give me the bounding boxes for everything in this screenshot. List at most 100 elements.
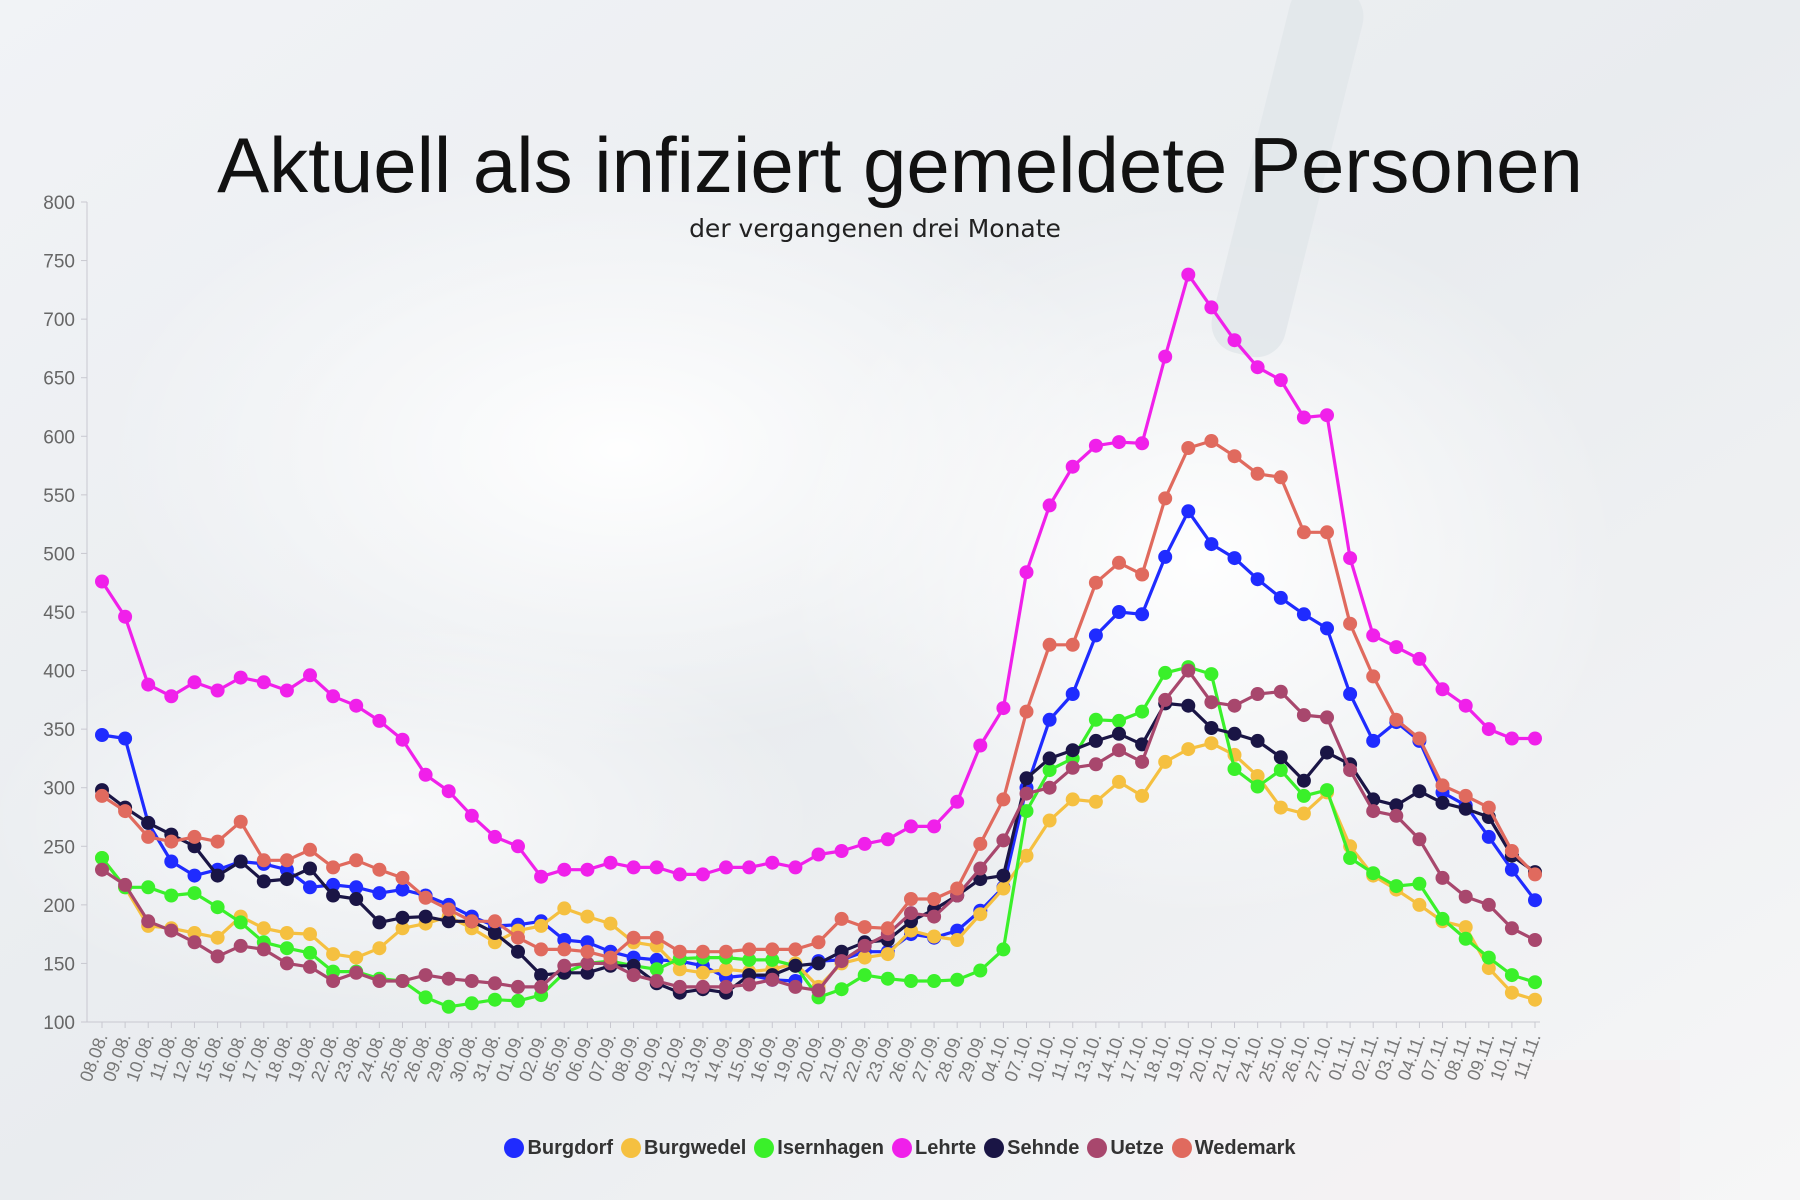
legend-item-uetze[interactable]: Uetze	[1087, 1137, 1164, 1160]
y-tick-label: 250	[43, 837, 75, 858]
data-point	[1088, 575, 1103, 590]
data-point	[927, 929, 942, 944]
data-point	[1458, 698, 1473, 713]
data-point	[950, 972, 965, 987]
data-point	[950, 794, 965, 809]
data-point	[372, 713, 387, 728]
data-point	[904, 974, 918, 988]
data-point	[788, 958, 803, 973]
data-point	[372, 886, 387, 901]
data-point	[1227, 698, 1242, 713]
data-point	[742, 977, 757, 992]
data-point	[210, 834, 225, 849]
data-point	[1181, 267, 1196, 282]
data-point	[1366, 669, 1381, 684]
data-point	[487, 992, 502, 1007]
data-point	[904, 819, 918, 834]
data-point	[1343, 551, 1358, 566]
legend-item-lehrte[interactable]: Lehrte	[891, 1137, 976, 1160]
data-point	[1181, 663, 1196, 678]
data-point	[719, 944, 733, 959]
data-point	[742, 942, 757, 957]
data-point	[1088, 628, 1103, 643]
data-point	[1204, 300, 1219, 315]
legend-item-isernhagen[interactable]: Isernhagen	[754, 1137, 884, 1160]
data-point	[1135, 788, 1150, 803]
data-point	[695, 965, 710, 980]
data-point	[534, 942, 549, 957]
data-point	[1088, 733, 1103, 748]
data-point	[811, 983, 826, 998]
data-point	[1412, 876, 1427, 891]
data-point	[1481, 950, 1496, 965]
data-point	[395, 921, 410, 936]
data-point	[441, 971, 456, 986]
data-point	[1204, 695, 1219, 710]
data-point	[1250, 360, 1265, 375]
legend-item-burgwedel[interactable]: Burgwedel	[621, 1137, 746, 1160]
data-point	[1320, 710, 1334, 725]
data-point	[996, 701, 1011, 716]
data-point	[1019, 848, 1034, 863]
data-point	[1204, 736, 1219, 751]
data-point	[904, 892, 918, 906]
data-point	[303, 880, 317, 895]
data-point	[487, 976, 502, 991]
data-point	[233, 670, 248, 685]
data-point	[626, 930, 641, 945]
data-point	[1296, 806, 1311, 821]
data-point	[1481, 722, 1496, 737]
data-point	[1250, 466, 1265, 481]
legend-item-wedemark[interactable]: Wedemark	[1171, 1137, 1296, 1160]
data-point	[950, 933, 965, 947]
data-point	[603, 950, 618, 965]
data-point	[1065, 792, 1080, 807]
legend-item-burgdorf[interactable]: Burgdorf	[504, 1137, 613, 1160]
data-point	[95, 574, 109, 589]
series-line	[101, 439, 1537, 960]
data-point	[1343, 616, 1358, 631]
y-tick-label: 750	[43, 252, 75, 273]
data-point	[1320, 525, 1334, 540]
y-tick-label: 200	[43, 896, 75, 917]
data-point	[580, 944, 595, 959]
data-point	[742, 952, 757, 967]
data-point	[511, 944, 525, 959]
legend-item-sehnde[interactable]: Sehnde	[984, 1137, 1079, 1160]
legend-swatch	[891, 1138, 912, 1158]
data-point	[880, 971, 895, 986]
data-point	[742, 860, 757, 875]
data-point	[1458, 920, 1473, 935]
data-point	[1412, 651, 1427, 666]
data-point	[349, 965, 364, 980]
data-point	[1389, 640, 1404, 655]
data-point	[880, 947, 895, 962]
legend-swatch	[984, 1138, 1005, 1158]
data-point	[1135, 704, 1150, 719]
data-point	[1181, 504, 1196, 519]
data-point	[210, 683, 225, 698]
data-point	[1227, 726, 1242, 741]
data-point	[303, 959, 317, 974]
data-point	[1112, 743, 1126, 758]
series-lehrte	[95, 267, 1542, 884]
data-point	[1181, 698, 1196, 713]
data-point	[788, 979, 803, 994]
data-point	[695, 979, 710, 994]
data-point	[1435, 911, 1450, 926]
data-point	[1135, 737, 1150, 752]
data-point	[996, 881, 1011, 896]
data-point	[857, 950, 872, 965]
data-point	[765, 942, 780, 957]
data-point	[372, 974, 387, 988]
data-point	[164, 689, 179, 704]
data-point	[695, 867, 710, 882]
data-point	[1250, 572, 1265, 587]
data-point	[1366, 866, 1381, 881]
data-point	[719, 979, 733, 994]
data-point	[464, 996, 479, 1011]
data-point	[1042, 637, 1057, 652]
data-point	[880, 921, 895, 936]
series-uetze	[95, 663, 1542, 998]
data-point	[326, 888, 341, 903]
